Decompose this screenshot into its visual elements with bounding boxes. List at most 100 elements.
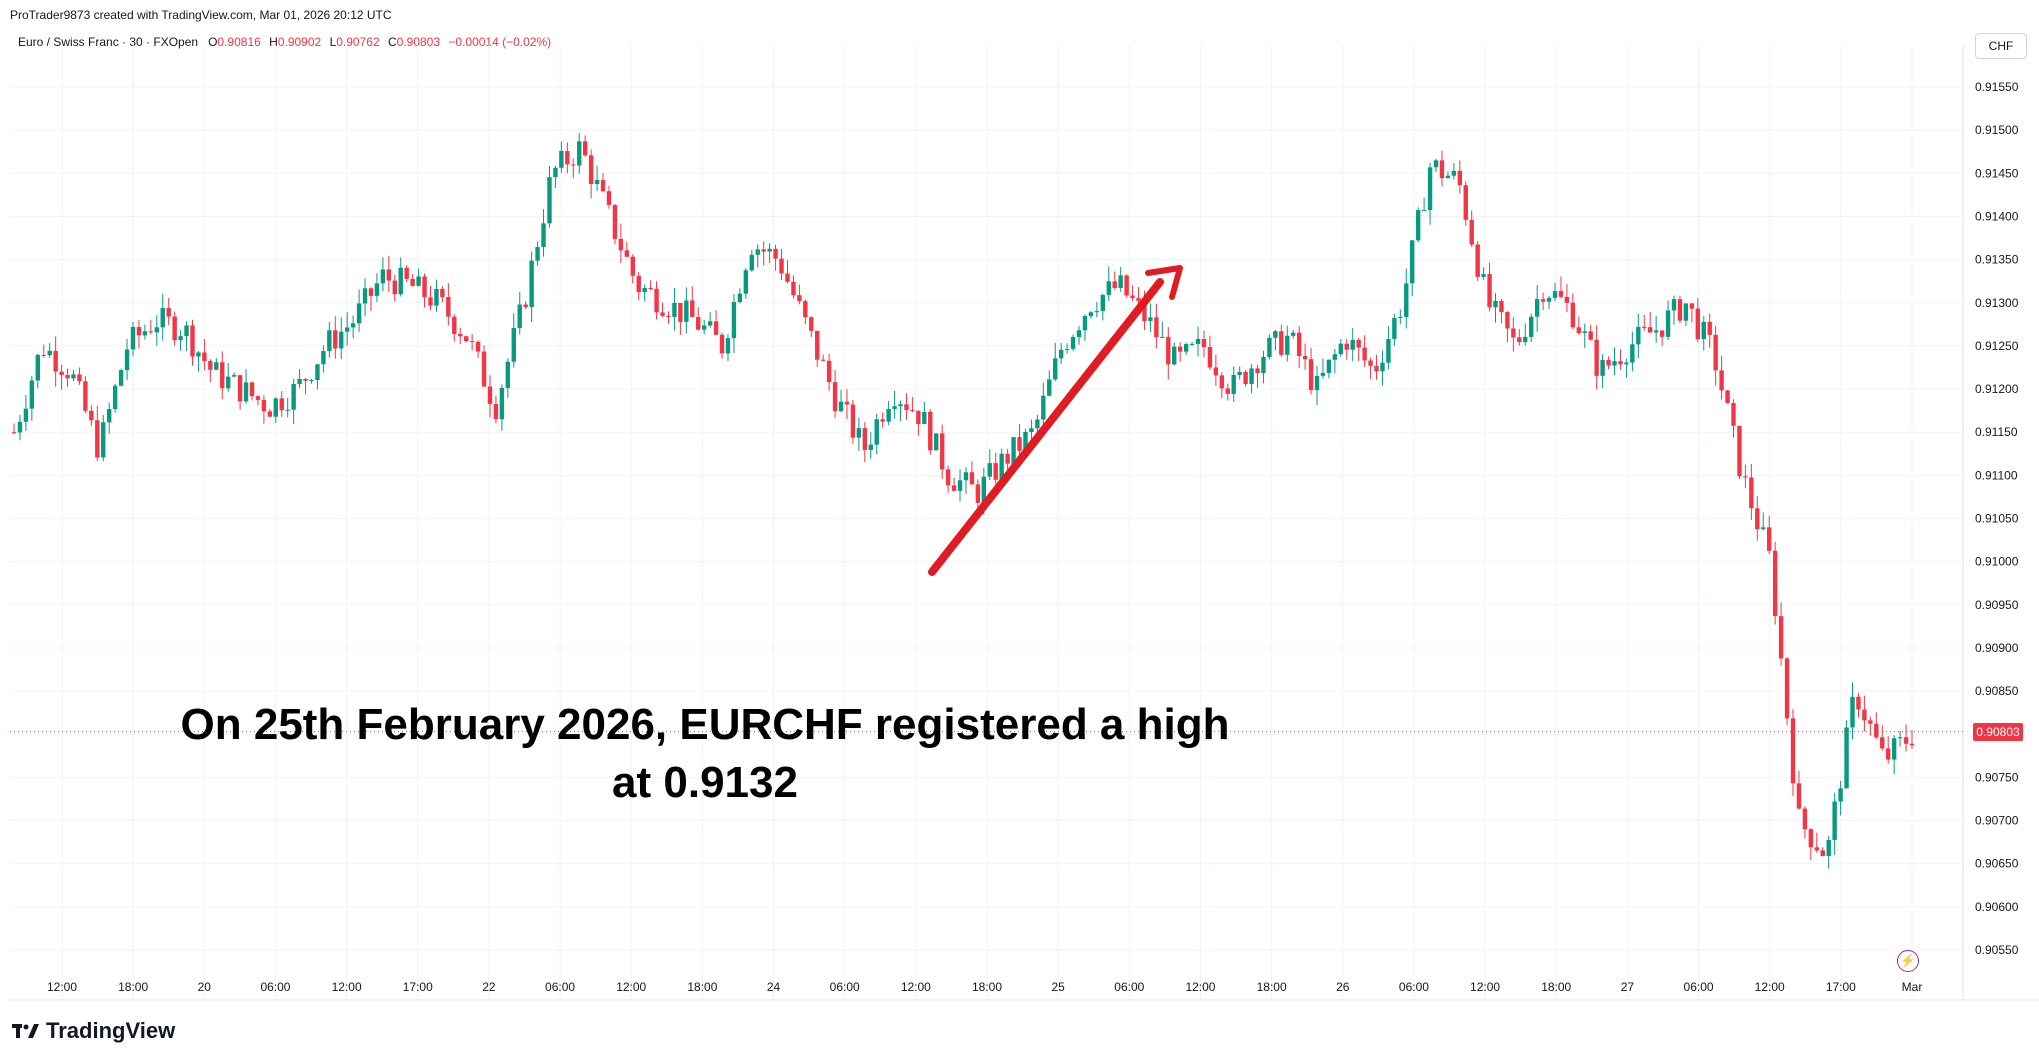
candle-body bbox=[440, 288, 445, 297]
candle bbox=[95, 405, 100, 462]
candle-body bbox=[719, 334, 725, 354]
candle bbox=[398, 257, 403, 297]
candle-body bbox=[333, 330, 338, 349]
candle bbox=[1154, 303, 1159, 349]
candle-body bbox=[136, 326, 142, 336]
candle-body bbox=[1909, 743, 1915, 746]
candle bbox=[303, 377, 308, 395]
candle bbox=[1130, 285, 1135, 302]
candle bbox=[1225, 383, 1230, 401]
candle bbox=[440, 286, 445, 303]
candle-body bbox=[95, 420, 100, 458]
candle-body bbox=[1195, 338, 1201, 344]
candle bbox=[1767, 515, 1772, 555]
candle bbox=[1160, 321, 1165, 338]
candle-body bbox=[1725, 390, 1730, 404]
symbol-legend[interactable]: Euro / Swiss Franc · 30 · FXOpen O0.9081… bbox=[18, 35, 556, 49]
candle bbox=[672, 288, 677, 331]
candle bbox=[106, 402, 112, 435]
candle bbox=[1576, 316, 1582, 335]
candle bbox=[1600, 354, 1605, 389]
candle-body bbox=[1612, 361, 1617, 366]
candle bbox=[1219, 372, 1225, 399]
candle bbox=[1285, 325, 1290, 362]
time-tick-label: 06:00 bbox=[1399, 980, 1429, 994]
candle-body bbox=[1380, 362, 1385, 372]
candle-body bbox=[547, 177, 552, 224]
candle-body bbox=[1856, 696, 1861, 710]
candle bbox=[1499, 299, 1504, 324]
candle bbox=[1261, 350, 1266, 384]
candle-body bbox=[398, 267, 403, 295]
candle bbox=[1433, 158, 1439, 173]
time-tick-label: 18:00 bbox=[972, 980, 1002, 994]
candle bbox=[1302, 343, 1308, 370]
candle-body bbox=[1582, 331, 1587, 334]
candle-body bbox=[1314, 375, 1320, 391]
candle-body bbox=[1475, 244, 1480, 277]
candle bbox=[220, 351, 225, 400]
candle bbox=[749, 249, 754, 272]
candle bbox=[582, 135, 588, 157]
candle-body bbox=[404, 267, 409, 279]
price-tick-label: 0.91100 bbox=[1975, 468, 2018, 482]
candle bbox=[1594, 325, 1599, 390]
candle bbox=[761, 241, 766, 266]
candle bbox=[1427, 162, 1433, 225]
candle-body bbox=[767, 248, 772, 252]
candle bbox=[856, 417, 862, 452]
candle-body bbox=[1630, 344, 1635, 363]
candle-body bbox=[981, 476, 987, 503]
candle-body bbox=[1136, 298, 1141, 301]
price-axis: 0.91550 0.91500 0.91450 0.91400 0.91350 0.913… bbox=[1975, 80, 2019, 957]
candle bbox=[1356, 337, 1361, 361]
candle bbox=[737, 288, 743, 304]
candle-body bbox=[1023, 431, 1028, 451]
price-tick-label: 0.91450 bbox=[1975, 166, 2019, 180]
candle-body bbox=[446, 296, 451, 317]
currency-badge[interactable]: CHF bbox=[1975, 33, 2027, 59]
candle-body bbox=[1320, 372, 1326, 376]
candle bbox=[1862, 695, 1867, 732]
time-tick-label: 20 bbox=[198, 980, 212, 994]
candle bbox=[1737, 425, 1742, 479]
candle-body bbox=[696, 316, 701, 330]
lightning-icon[interactable]: ⚡ bbox=[1897, 950, 1919, 972]
candle bbox=[1665, 300, 1671, 340]
candle-body bbox=[327, 330, 332, 352]
candle-body bbox=[1695, 308, 1701, 340]
candle bbox=[1332, 348, 1338, 374]
candle-body bbox=[1719, 370, 1724, 391]
candle-body bbox=[511, 328, 516, 362]
annotation-line-1: On 25th February 2026, EURCHF registered… bbox=[180, 700, 1230, 749]
candle bbox=[1296, 326, 1302, 369]
candle-body bbox=[1487, 274, 1492, 308]
candle bbox=[1100, 293, 1106, 321]
candle bbox=[1410, 239, 1415, 297]
price-tick-label: 0.91050 bbox=[1975, 512, 2019, 526]
candle-body bbox=[1784, 658, 1790, 719]
candle bbox=[928, 409, 933, 455]
candle bbox=[1707, 313, 1712, 348]
candle bbox=[820, 354, 826, 362]
tradingview-logo[interactable]: TradingView bbox=[12, 1018, 175, 1044]
candle-body bbox=[642, 287, 647, 293]
candle-body bbox=[1671, 299, 1677, 311]
candle bbox=[1731, 399, 1736, 438]
candle-body bbox=[1683, 303, 1689, 321]
candle-body bbox=[1618, 361, 1623, 365]
candle-body bbox=[1874, 723, 1879, 738]
candle-body bbox=[166, 308, 171, 317]
candle-body bbox=[672, 303, 677, 317]
candle-body bbox=[868, 444, 873, 450]
candle bbox=[1511, 317, 1516, 352]
candle bbox=[493, 395, 499, 424]
candle bbox=[1249, 364, 1254, 394]
candle bbox=[148, 319, 154, 335]
candle bbox=[767, 243, 772, 264]
candle-body bbox=[196, 352, 201, 357]
time-tick-label: 22 bbox=[482, 980, 496, 994]
candle-body bbox=[1523, 336, 1528, 343]
candle bbox=[993, 452, 998, 485]
